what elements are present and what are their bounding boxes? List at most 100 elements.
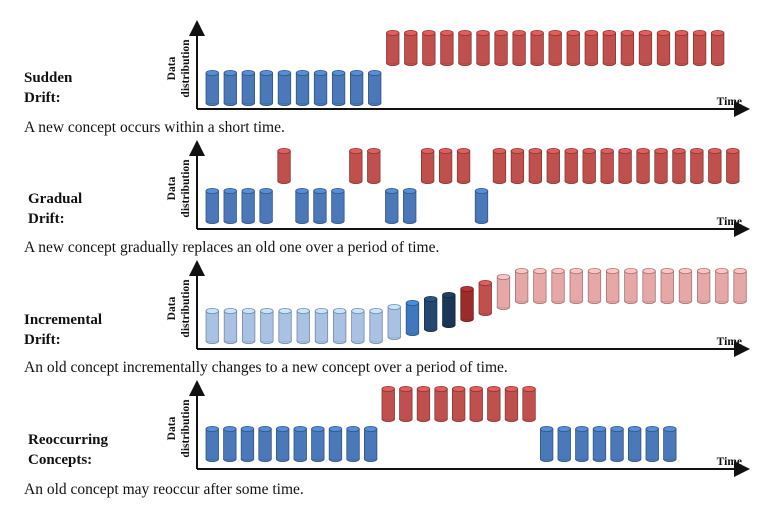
cylinder (423, 295, 438, 332)
x-axis-label: Time (717, 336, 742, 348)
cylinder (438, 147, 453, 184)
cylinder-series (205, 385, 677, 462)
cylinder (492, 147, 507, 184)
cylinder (487, 385, 501, 422)
cylinder-series (205, 29, 725, 107)
cylinder (697, 267, 711, 304)
cylinder (404, 29, 418, 67)
cylinder (672, 147, 686, 184)
cylinder (564, 147, 578, 184)
cylinder (692, 29, 707, 67)
panel-label-line1: Incremental (24, 312, 102, 328)
cylinder (442, 291, 456, 328)
cylinder (331, 187, 345, 224)
cylinder (530, 29, 544, 67)
panel-label-line2: Drift: (24, 332, 61, 348)
cylinder (295, 70, 310, 107)
cylinder (711, 29, 725, 67)
x-axis-label: Time (717, 216, 742, 228)
cylinder (654, 147, 668, 184)
cylinder (690, 147, 704, 184)
cylinder (512, 29, 526, 67)
cylinder (476, 29, 490, 67)
cylinder (551, 267, 565, 304)
panel-label-line1: Gradual (28, 191, 82, 207)
y-axis-label: Data distribution (166, 159, 192, 218)
panel-sudden: Sudden Drift: A new concept occurs withi… (24, 20, 750, 136)
cylinder (346, 425, 360, 462)
panel-caption: An old concept may reoccur after some ti… (24, 481, 304, 498)
cylinder (403, 187, 417, 224)
cylinder (259, 70, 274, 107)
cylinder (205, 187, 219, 224)
cylinder (663, 425, 677, 462)
cylinder (474, 187, 489, 224)
cylinder (328, 425, 343, 462)
cylinder (422, 29, 436, 67)
cylinder (351, 307, 365, 344)
panel-caption: A new concept gradually replaces an old … (24, 239, 439, 256)
cylinder (515, 267, 529, 304)
cylinder (332, 307, 347, 344)
cylinder (385, 187, 399, 224)
cylinder (278, 307, 292, 344)
cylinder (311, 425, 325, 462)
axes: Data distribution Time (166, 140, 750, 237)
cylinder (678, 267, 693, 304)
cylinder (259, 187, 273, 224)
cylinder (557, 425, 571, 462)
cylinder (566, 29, 580, 67)
cylinder (458, 29, 472, 67)
cylinder (223, 187, 237, 224)
cylinder (313, 70, 328, 107)
cylinder (313, 187, 327, 224)
cylinder (277, 70, 292, 107)
cylinder (416, 385, 431, 422)
cylinder (456, 147, 471, 184)
cylinder (258, 425, 272, 462)
cylinder (645, 425, 659, 462)
cylinder (510, 147, 525, 184)
cylinder (275, 425, 290, 462)
cylinder (602, 29, 616, 67)
cylinder (715, 267, 729, 304)
panel-gradual: Gradual Drift: A new concept gradually r… (24, 140, 750, 256)
cylinder (241, 70, 256, 107)
cylinder (587, 267, 602, 304)
cylinder (674, 29, 689, 67)
cylinder (296, 307, 310, 344)
y-axis-label: Data distribution (166, 399, 192, 458)
cylinder (295, 187, 309, 224)
panel-reoccurring: Reoccurring Concepts: An old concept may… (24, 380, 750, 498)
panel-caption: A new concept occurs within a short time… (24, 119, 285, 136)
cylinder (540, 425, 554, 462)
cylinder (293, 425, 307, 462)
cylinder (363, 425, 378, 462)
cylinder (660, 267, 674, 304)
cylinder (546, 147, 560, 184)
cylinder (399, 385, 413, 422)
cylinder (451, 385, 466, 422)
cylinder (533, 267, 547, 304)
axes: Data distribution Time (166, 260, 750, 357)
cylinder-series (205, 147, 740, 224)
cylinder (331, 70, 346, 107)
y-axis-label: Data distribution (166, 279, 192, 338)
cylinder-series (205, 267, 747, 344)
cylinder (420, 147, 435, 184)
cylinder (610, 425, 624, 462)
cylinder (600, 147, 614, 184)
cylinder (548, 29, 562, 67)
x-axis-label: Time (717, 96, 742, 108)
cylinder (584, 29, 598, 67)
panel-label-line2: Drift: (28, 211, 65, 227)
cylinder (642, 267, 656, 304)
cylinder (434, 385, 448, 422)
cylinder (624, 267, 638, 304)
panel-caption: An old concept incrementally changes to … (24, 359, 508, 376)
cylinder (708, 147, 722, 184)
cylinder (569, 267, 583, 304)
cylinder (618, 147, 632, 184)
cylinder (620, 29, 635, 67)
